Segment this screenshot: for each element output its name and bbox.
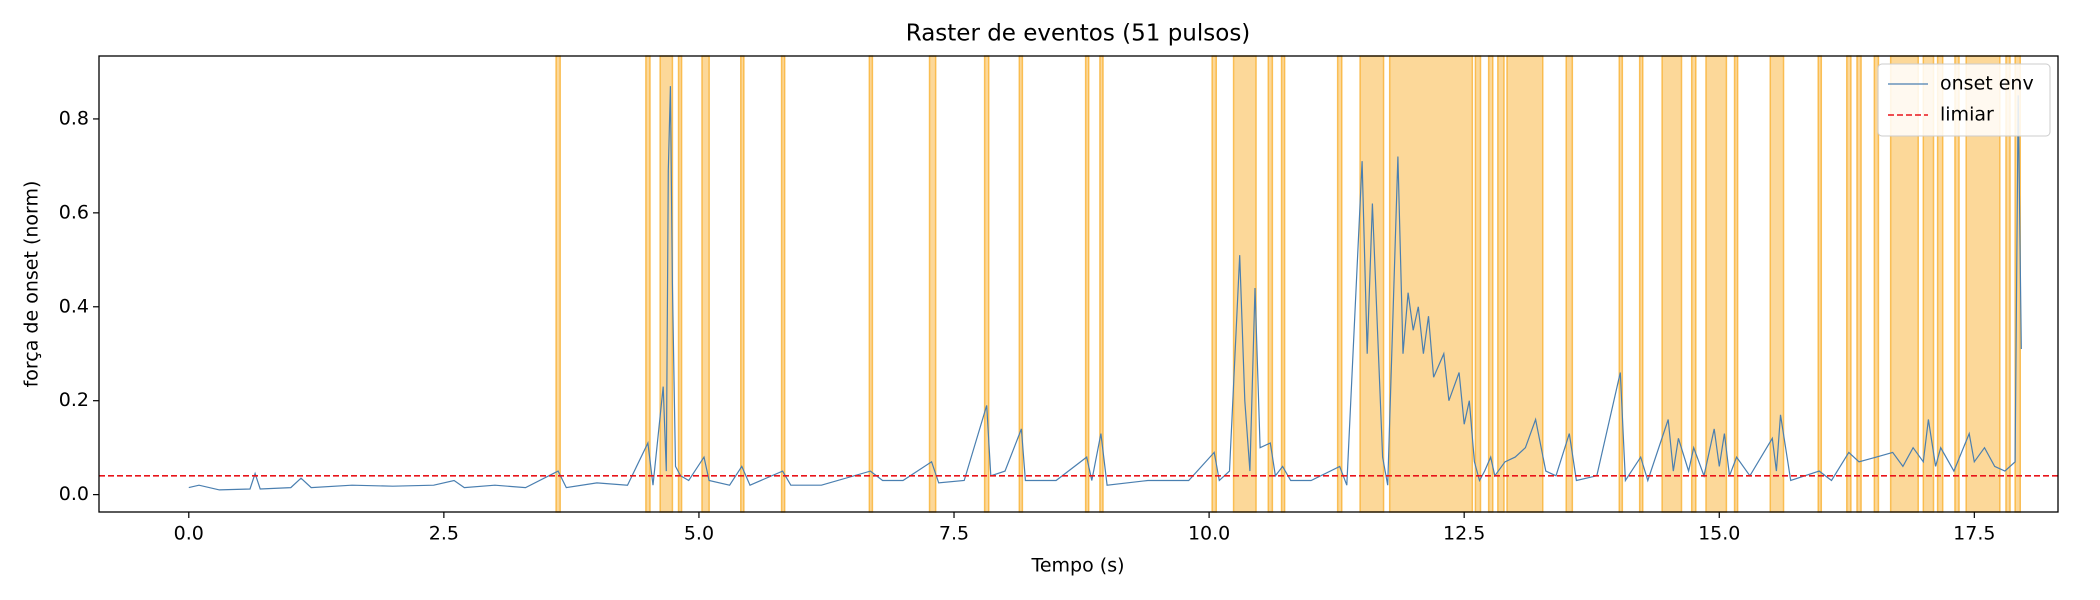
x-tick-label: 15.0 bbox=[1698, 523, 1740, 545]
legend-box bbox=[1877, 63, 2051, 137]
event-span bbox=[1506, 55, 1544, 513]
x-tick-label: 17.5 bbox=[1953, 523, 1995, 545]
event-span bbox=[1497, 55, 1505, 513]
event-span bbox=[1638, 55, 1644, 513]
y-tick-label: 0.6 bbox=[59, 201, 89, 223]
y-tick-label: 0.8 bbox=[59, 107, 89, 129]
event-span bbox=[1856, 55, 1862, 513]
x-tick-label: 12.5 bbox=[1443, 523, 1485, 545]
event-span bbox=[1487, 55, 1494, 513]
y-tick-label: 0.2 bbox=[59, 389, 89, 411]
event-span bbox=[1280, 55, 1286, 513]
event-span bbox=[1388, 55, 1474, 513]
event-span bbox=[1211, 55, 1217, 513]
legend-label: limiar bbox=[1940, 104, 1994, 126]
event-span bbox=[677, 55, 683, 513]
event-span bbox=[1474, 55, 1482, 513]
event-span bbox=[1618, 55, 1624, 513]
event-span bbox=[1336, 55, 1343, 513]
event-span bbox=[1084, 55, 1090, 513]
event-span bbox=[868, 55, 874, 513]
event-span bbox=[1817, 55, 1823, 513]
event-span bbox=[1018, 55, 1024, 513]
event-span bbox=[983, 55, 990, 513]
x-tick-label: 2.5 bbox=[429, 523, 459, 545]
event-span bbox=[1359, 55, 1385, 513]
event-span bbox=[1846, 55, 1852, 513]
y-axis-label: força de onset (norm) bbox=[21, 181, 43, 388]
event-span bbox=[1661, 55, 1683, 513]
event-span bbox=[1733, 55, 1739, 513]
event-span bbox=[740, 55, 745, 513]
event-span bbox=[1690, 55, 1697, 513]
x-tick-label: 5.0 bbox=[684, 523, 714, 545]
plot-frame bbox=[98, 55, 2059, 513]
legend-label: onset env bbox=[1940, 73, 2034, 95]
chart-title: Raster de eventos (51 pulsos) bbox=[906, 21, 1251, 47]
event-span bbox=[701, 55, 710, 513]
line-series bbox=[188, 86, 2022, 491]
x-axis-label: Tempo (s) bbox=[1030, 555, 1124, 577]
event-span bbox=[1232, 55, 1257, 513]
event-span bbox=[928, 55, 937, 513]
y-tick-label: 0.0 bbox=[59, 483, 89, 505]
event-span bbox=[1769, 55, 1785, 513]
event-span bbox=[555, 55, 561, 513]
x-tick-label: 0.0 bbox=[174, 523, 204, 545]
y-tick-label: 0.4 bbox=[59, 295, 89, 317]
x-tick-label: 10.0 bbox=[1188, 523, 1230, 545]
x-tick-label: 7.5 bbox=[939, 523, 969, 545]
event-span bbox=[780, 55, 786, 513]
